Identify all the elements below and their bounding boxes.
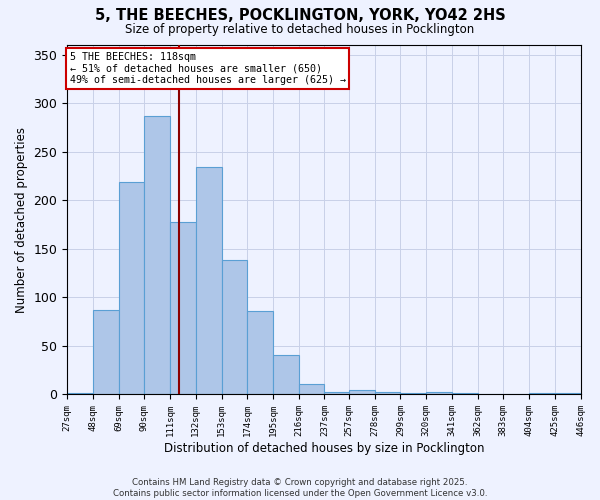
Bar [93,310,119,394]
Text: 5, THE BEECHES, POCKLINGTON, YORK, YO42 2HS: 5, THE BEECHES, POCKLINGTON, YORK, YO42 … [95,8,505,22]
Bar [349,390,374,394]
Y-axis label: Number of detached properties: Number of detached properties [15,126,28,312]
Bar [325,392,350,394]
Bar [247,311,273,394]
Bar [400,392,426,394]
Bar [555,392,580,394]
Bar [273,354,299,395]
X-axis label: Distribution of detached houses by size in Pocklington: Distribution of detached houses by size … [164,442,484,455]
Bar [67,392,93,394]
Text: Contains HM Land Registry data © Crown copyright and database right 2025.
Contai: Contains HM Land Registry data © Crown c… [113,478,487,498]
Bar [119,182,145,394]
Bar [452,392,478,394]
Bar [529,392,555,394]
Bar [374,392,400,394]
Text: Size of property relative to detached houses in Pocklington: Size of property relative to detached ho… [125,22,475,36]
Bar [221,260,247,394]
Text: 5 THE BEECHES: 118sqm
← 51% of detached houses are smaller (650)
49% of semi-det: 5 THE BEECHES: 118sqm ← 51% of detached … [70,52,346,85]
Bar [170,222,196,394]
Bar [196,168,221,394]
Bar [426,392,452,394]
Bar [299,384,325,394]
Bar [145,116,170,394]
